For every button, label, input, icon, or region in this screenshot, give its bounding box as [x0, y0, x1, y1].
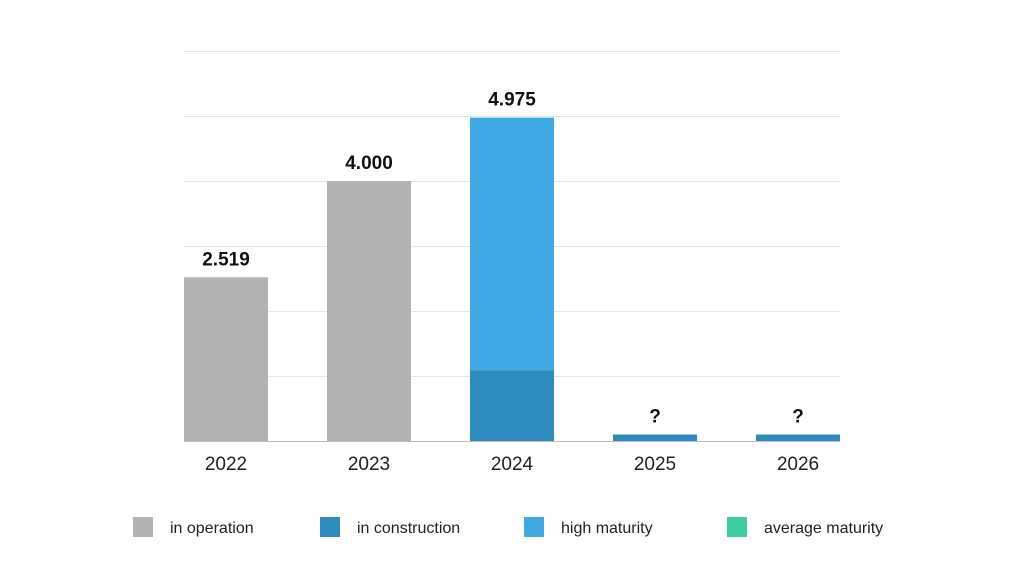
- legend-label-in-construction: in construction: [357, 520, 460, 537]
- bar-2022-in-operation: [184, 277, 268, 441]
- x-tick-label-2023: 2023: [348, 454, 390, 475]
- legend-label-high-maturity: high maturity: [561, 520, 653, 537]
- x-tick-label-2024: 2024: [491, 454, 534, 475]
- value-label-2023: 4.000: [345, 153, 393, 174]
- x-tick-label-2026: 2026: [777, 454, 819, 475]
- value-label-2026: ?: [792, 407, 804, 428]
- x-tick-label-2025: 2025: [634, 454, 676, 475]
- bars: [184, 117, 840, 441]
- bar-2025-in-construction: [613, 434, 697, 441]
- x-tick-label-2022: 2022: [205, 454, 247, 475]
- x-axis-tick-labels: 2022 2023 2024 2025 2026: [205, 454, 819, 475]
- legend: in operation in construction high maturity…: [133, 517, 883, 537]
- legend-swatch-high-maturity: [524, 517, 544, 537]
- bar-2024-in-construction: [470, 370, 554, 441]
- value-labels: 2.519 4.000 4.975??: [202, 90, 804, 428]
- legend-label-average-maturity: average maturity: [764, 520, 883, 537]
- bar-2026-in-construction: [756, 434, 840, 441]
- bar-2024-high-maturity: [470, 117, 554, 371]
- value-label-2024: 4.975: [488, 90, 536, 111]
- value-label-2025: ?: [649, 407, 661, 428]
- legend-swatch-average-maturity: [727, 517, 747, 537]
- legend-swatch-in-operation: [133, 517, 153, 537]
- bar-2023-in-operation: [327, 181, 411, 441]
- legend-label-in-operation: in operation: [170, 520, 254, 537]
- legend-swatch-in-construction: [320, 517, 340, 537]
- value-label-2022: 2.519: [202, 249, 250, 270]
